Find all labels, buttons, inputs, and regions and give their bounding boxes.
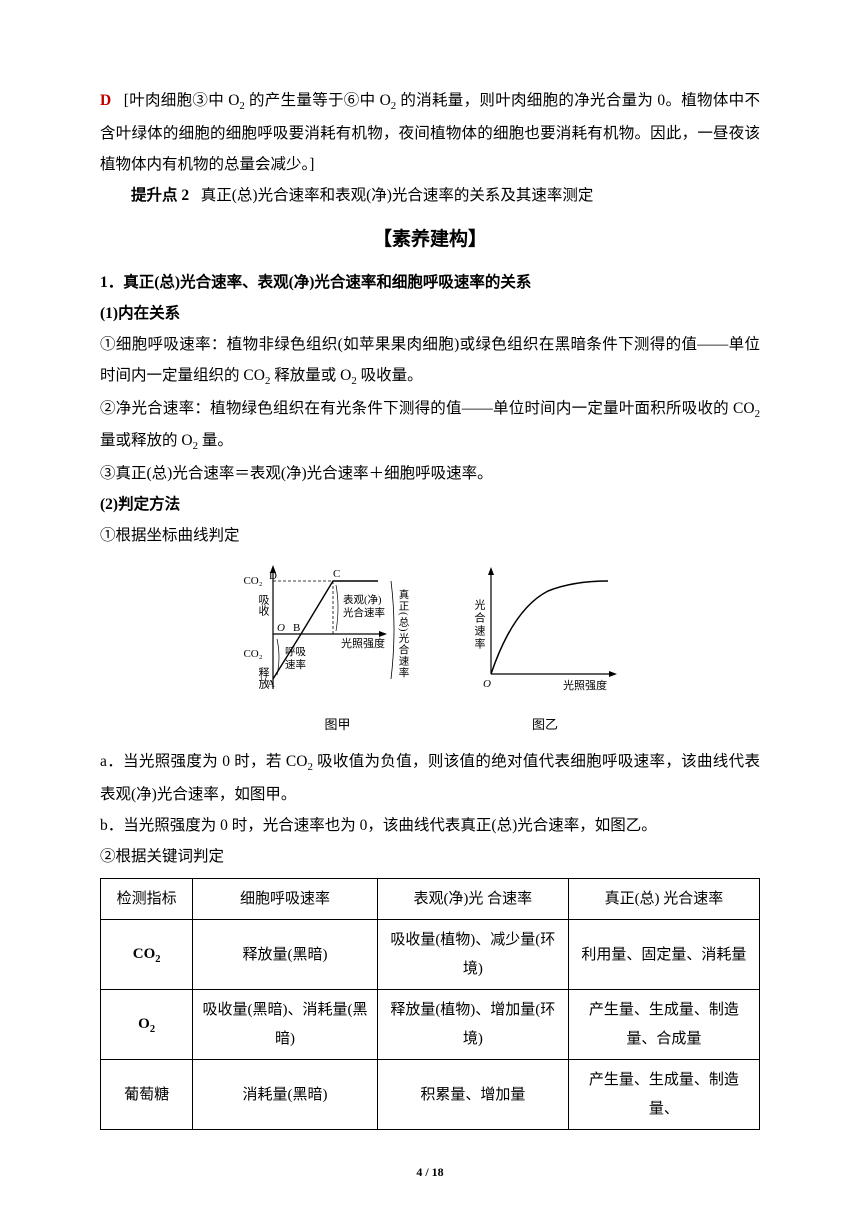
cell: 消耗量(黑暗) (193, 1060, 378, 1130)
th-0: 检测指标 (101, 878, 193, 920)
cell: 吸收量(黑暗)、消耗量(黑暗) (193, 990, 378, 1060)
cell: 释放量(黑暗) (193, 920, 378, 990)
para-b: b．当光照强度为 0 时，光合速率也为 0，该曲线代表真正(总)光合速率，如图乙… (100, 810, 760, 841)
y2: 光合速率 (473, 598, 486, 651)
th-3: 真正(总) 光合速率 (568, 878, 759, 920)
chart-2-svg: 光合速率 O 光照强度 (463, 559, 628, 699)
upgrade-title: 真正(总)光合速率和表观(净)光合速率的关系及其速率测定 (201, 187, 594, 204)
figure-row: CO₂ 吸收 CO₂ 释放 A B C D O 表观(净) 光合速率 光照强度 … (100, 559, 760, 738)
cell: 利用量、固定量、消耗量 (568, 920, 759, 990)
item-1-1-2: ②净光合速率：植物绿色组织在有光条件下测得的值——单位时间内一定量叶面积所吸收的… (100, 393, 760, 459)
x-label-1: 光照强度 (341, 636, 385, 650)
construct-title: 【素养建构】 (100, 221, 760, 259)
th-1: 细胞呼吸速率 (193, 878, 378, 920)
section-1: 1．真正(总)光合速率、表观(净)光合速率和细胞呼吸速率的关系 (100, 267, 760, 298)
table-row: 葡萄糖 消耗量(黑暗) 积累量、增加量 产生量、生成量、制造量、 (101, 1060, 760, 1130)
ptD: D (269, 570, 277, 582)
fig2-caption: 图乙 (463, 712, 628, 738)
item-1-1-3: ③真正(总)光合速率＝表观(净)光合速率＋细胞呼吸速率。 (100, 458, 760, 489)
cell: 产生量、生成量、制造量、合成量 (568, 990, 759, 1060)
item-1-1-1: ①细胞呼吸速率：植物非绿色组织(如苹果果肉细胞)或绿色组织在黑暗条件下测得的值—… (100, 329, 760, 393)
upgrade-label: 提升点 2 (131, 187, 189, 204)
upgrade-heading: 提升点 2 真正(总)光合速率和表观(净)光合速率的关系及其速率测定 (100, 180, 760, 211)
table-row: O2 吸收量(黑暗)、消耗量(黑暗) 释放量(植物)、增加量(环境) 产生量、生… (101, 990, 760, 1060)
method-1: ①根据坐标曲线判定 (100, 520, 760, 551)
answer-text: [叶肉细胞③中 O2 的产生量等于⑥中 O2 的消耗量，则叶肉细胞的净光合量为 … (100, 92, 760, 173)
answer-letter: D (100, 92, 111, 109)
cell: O2 (101, 990, 193, 1060)
fig1-caption: 图甲 (233, 712, 443, 738)
figure-1: CO₂ 吸收 CO₂ 释放 A B C D O 表观(净) 光合速率 光照强度 … (233, 559, 443, 738)
figure-2: 光合速率 O 光照强度 图乙 (463, 559, 628, 738)
cell: CO2 (101, 920, 193, 990)
cell: 产生量、生成量、制造量、 (568, 1060, 759, 1130)
y-up-2: 吸收 (257, 594, 270, 617)
keyword-table: 检测指标 细胞呼吸速率 表观(净)光 合速率 真正(总) 光合速率 CO2 释放… (100, 878, 760, 1131)
ann-resp-1: 呼吸 (285, 646, 306, 658)
ptC: C (333, 568, 340, 580)
sub-1-1: (1)内在关系 (100, 298, 760, 329)
y-up-1: CO₂ (243, 575, 262, 587)
answer-paragraph: D [叶肉细胞③中 O2 的产生量等于⑥中 O2 的消耗量，则叶肉细胞的净光合量… (100, 85, 760, 180)
ptO: O (277, 622, 285, 634)
chart-1-svg: CO₂ 吸收 CO₂ 释放 A B C D O 表观(净) 光合速率 光照强度 … (233, 559, 443, 699)
cell: 葡萄糖 (101, 1060, 193, 1130)
th-2: 表观(净)光 合速率 (377, 878, 568, 920)
cell: 吸收量(植物)、减少量(环境) (377, 920, 568, 990)
ann-net-2: 光合速率 (343, 606, 385, 619)
table-row: 检测指标 细胞呼吸速率 表观(净)光 合速率 真正(总) 光合速率 (101, 878, 760, 920)
method-2: ②根据关键词判定 (100, 841, 760, 872)
y-dn-1: CO₂ (243, 648, 262, 660)
ann-net-1: 表观(净) (343, 593, 382, 606)
table-row: CO2 释放量(黑暗) 吸收量(植物)、减少量(环境) 利用量、固定量、消耗量 (101, 920, 760, 990)
ptA: A (267, 678, 275, 690)
ann-resp-2: 速率 (285, 658, 306, 671)
page-number: 4 / 18 (100, 1160, 760, 1184)
cell: 释放量(植物)、增加量(环境) (377, 990, 568, 1060)
para-a: a．当光照强度为 0 时，若 CO2 吸收值为负值，则该值的绝对值代表细胞呼吸速… (100, 746, 760, 810)
sub-1-2: (2)判定方法 (100, 489, 760, 520)
O2: O (483, 678, 491, 690)
cell: 积累量、增加量 (377, 1060, 568, 1130)
x2: 光照强度 (563, 678, 607, 692)
ann-true: 真正(总)光合速率 (397, 588, 408, 678)
ptB: B (293, 622, 300, 634)
